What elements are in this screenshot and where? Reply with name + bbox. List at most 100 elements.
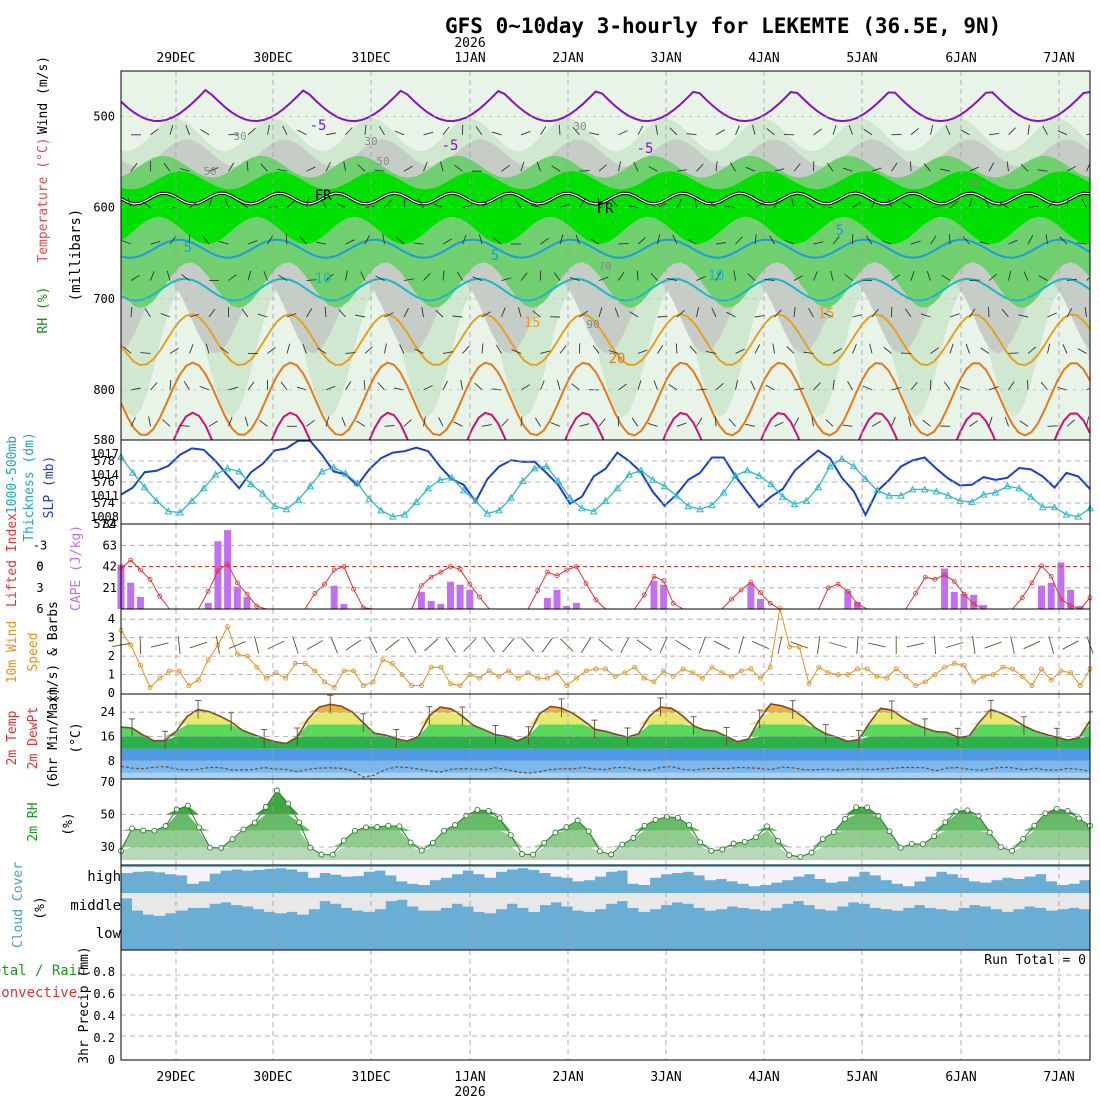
- rh-point: [663, 813, 670, 820]
- wind-barb: [579, 170, 590, 172]
- cloud-gap: [814, 867, 827, 879]
- wind-barb: [774, 168, 785, 172]
- cape-bar: [456, 584, 464, 609]
- wind-barb: [637, 125, 644, 135]
- precip-tick: 0.8: [93, 965, 115, 979]
- rh-point: [507, 832, 514, 839]
- temp-tick: 8: [108, 754, 115, 768]
- cloud-gap: [759, 893, 772, 911]
- thickness-point: [554, 476, 563, 484]
- wind-point: [777, 605, 783, 611]
- thickness-point: [199, 484, 208, 492]
- wind-point: [806, 681, 812, 687]
- cloud-gap: [242, 893, 254, 907]
- wind-barb: [278, 274, 288, 281]
- wind-point: [196, 677, 201, 683]
- cape-bar: [960, 593, 968, 609]
- wind-barb: [1047, 425, 1058, 427]
- rh-point: [608, 851, 615, 858]
- cloud-gap: [902, 867, 915, 887]
- wind-barb: [774, 198, 779, 208]
- li-point: [845, 588, 851, 594]
- wind-barb: [979, 241, 990, 245]
- rh-point: [775, 837, 782, 844]
- wind-point: [612, 673, 618, 679]
- wind-barb: [832, 379, 835, 390]
- thickness-point: [353, 479, 362, 487]
- wind-barb: [423, 385, 433, 391]
- wind-barb: [1019, 420, 1029, 427]
- wind-barb: [747, 273, 756, 281]
- wind-barb: [423, 272, 431, 281]
- cloud-gap: [209, 867, 221, 874]
- top-year-label: 2026: [454, 36, 485, 51]
- cloud-gap: [792, 893, 805, 902]
- temp-band: [121, 760, 1090, 773]
- wind-tick: 2: [108, 649, 115, 663]
- wind-barb: [123, 346, 132, 354]
- rh-point: [329, 851, 336, 858]
- cloud-gap: [297, 893, 309, 915]
- cloud-cover: [121, 865, 1091, 950]
- li-point: [922, 574, 928, 580]
- surface-wind-barb: [984, 641, 1002, 649]
- wind-barb: [910, 240, 921, 245]
- wind-barb: [728, 418, 736, 427]
- cloud-gap: [495, 867, 507, 872]
- rh-point: [574, 817, 581, 824]
- wind-point: [389, 661, 395, 666]
- rh-point: [942, 819, 949, 826]
- wind10m-label-1: 10m Wind: [5, 621, 20, 684]
- wind-barb: [263, 271, 268, 281]
- rh-point: [273, 787, 280, 794]
- cloud-gap: [176, 893, 188, 911]
- rh-tick: 70: [101, 775, 115, 789]
- wind-point: [1058, 668, 1064, 674]
- wind-point: [1048, 677, 1054, 683]
- rh-tick: 50: [101, 808, 115, 822]
- rh-point: [530, 851, 537, 858]
- wind-barb: [345, 352, 356, 354]
- wind-barb: [384, 312, 394, 318]
- wind-barb: [774, 309, 782, 318]
- cloud-gap: [638, 867, 651, 885]
- cloud-gap: [814, 893, 827, 910]
- wind-barb: [162, 419, 171, 427]
- wind-barb: [551, 165, 561, 172]
- thickness-point: [377, 506, 385, 514]
- cloud-gap: [803, 867, 816, 875]
- thickness-point: [128, 468, 137, 476]
- wind-barb: [355, 314, 366, 318]
- cloud-gap: [396, 893, 408, 900]
- wind-barb: [706, 350, 717, 354]
- thickness-point: [1015, 484, 1023, 492]
- wind-barb: [247, 127, 256, 136]
- cloud-gap: [902, 893, 915, 908]
- wind-barb: [1086, 387, 1090, 391]
- thickness-point: [625, 470, 633, 478]
- temp-band: [121, 736, 1090, 749]
- wind-barb: [357, 164, 366, 172]
- surface-wind-barb: [541, 637, 554, 653]
- wind-barb: [286, 343, 291, 354]
- wind-barb: [891, 162, 898, 172]
- rh-point: [296, 819, 303, 826]
- cape-bar: [757, 598, 764, 609]
- wind-barb: [345, 270, 348, 281]
- thickness-point: [294, 495, 303, 503]
- wind-barb: [247, 270, 252, 281]
- upper-label-rh: RH (%): [36, 287, 51, 334]
- wind-barb: [940, 168, 951, 172]
- cape-bar: [330, 585, 338, 609]
- wind-barb: [848, 125, 853, 135]
- wind-barb: [317, 347, 327, 354]
- rh-band: [121, 830, 1090, 847]
- li-point: [254, 603, 260, 609]
- wind-barb: [572, 126, 580, 136]
- cloud-gap: [253, 867, 265, 870]
- rh-point: [474, 806, 481, 813]
- cloud-gap: [572, 893, 585, 911]
- wind-barb: [592, 345, 600, 354]
- wind-point: [719, 670, 725, 676]
- wind-tick: 0: [108, 686, 115, 700]
